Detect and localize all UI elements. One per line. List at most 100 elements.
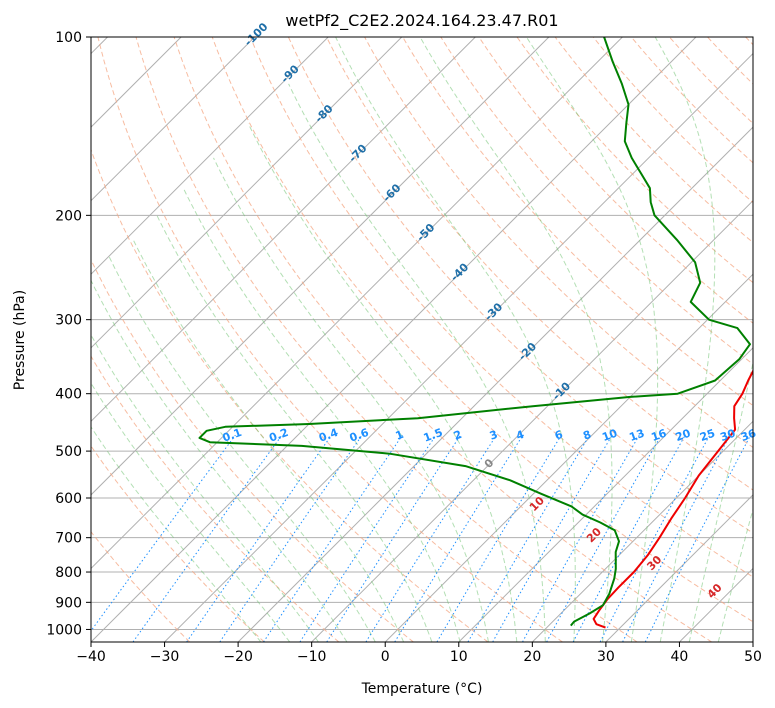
moist-adiabat-line: [419, 37, 613, 642]
mixing-ratio-label: 25: [698, 427, 717, 444]
dry-adiabat-line: [91, 531, 191, 642]
y-tick-label: 800: [55, 565, 82, 581]
isotherm-line: [311, 199, 753, 642]
moist-adiabat-line: [247, 123, 518, 642]
isotherm-line: [679, 567, 753, 642]
mixing-ratio-line: [467, 434, 591, 642]
mixing-ratio-label: 30: [718, 426, 737, 444]
mixing-ratio-line: [219, 434, 363, 642]
mixing-ratio-line: [492, 434, 613, 642]
mixing-ratio-line: [572, 434, 686, 642]
x-tick-label: 50: [744, 649, 762, 665]
dry-adiabat-line: [478, 37, 753, 324]
temperature-profile-line: [592, 368, 753, 629]
isotherm-line: [91, 37, 550, 496]
mixing-ratio-label: 1: [394, 428, 406, 443]
dry-adiabat-line: [668, 37, 753, 125]
mixing-ratio-line: [522, 434, 640, 642]
dewpoint-profile-line: [198, 37, 751, 627]
x-tick-label: 40: [671, 649, 689, 665]
y-tick-label: 100: [55, 30, 82, 46]
dry-adiabat-line: [364, 37, 753, 449]
background-grid: [91, 37, 753, 642]
x-tick-label: −10: [297, 649, 327, 665]
x-tick-label: −30: [150, 649, 180, 665]
y-axis-label: Pressure (hPa): [12, 290, 28, 390]
mixing-ratio-line: [132, 434, 283, 642]
isotherm-line: [91, 37, 329, 275]
dry-adiabat-line: [706, 37, 753, 85]
mixing-ratio-line: [546, 434, 662, 642]
x-tick-label: 30: [597, 649, 615, 665]
dry-adiabat-line: [287, 37, 753, 534]
moist-adiabat-line: [288, 83, 546, 642]
dry-adiabat-label: -80: [312, 102, 335, 125]
isotherm-line: [91, 37, 256, 202]
moist-adiabat-line: [132, 239, 405, 642]
y-tick-label: 600: [55, 491, 82, 507]
mixing-ratio-line: [263, 434, 403, 642]
mixing-ratio-label: 0.4: [317, 426, 340, 445]
isotherm-line: [91, 37, 697, 642]
plot-frame: [90, 36, 754, 643]
mixing-ratio-label: 1.5: [422, 426, 445, 445]
isotherm-line: [237, 126, 753, 642]
dry-adiabat-label: -20: [516, 340, 539, 363]
x-tick-label: −20: [223, 649, 253, 665]
dry-adiabat-label: -40: [448, 260, 471, 283]
mixing-ratio-label: 0.2: [267, 426, 290, 445]
dry-adiabat-line: [402, 37, 753, 407]
y-tick-label: 500: [55, 444, 82, 460]
mixing-ratio-label: 4: [514, 428, 526, 443]
dry-adiabat-line: [325, 37, 753, 491]
moist-adiabat-label: 40: [705, 581, 725, 601]
reference-lines: [91, 24, 775, 642]
moist-adiabat-line: [108, 256, 376, 642]
moist-adiabat-line: [91, 382, 291, 642]
mixing-ratio-line: [644, 434, 752, 642]
mixing-ratio-label: 10: [600, 426, 619, 444]
x-tick-label: −40: [76, 649, 106, 665]
mixing-ratio-label: 16: [649, 426, 668, 444]
moist-adiabat-label: 0: [482, 456, 497, 471]
isotherm-line: [91, 37, 403, 349]
dry-adiabat-label: -60: [380, 181, 403, 204]
mixing-ratio-line: [91, 434, 236, 632]
dry-adiabat-line: [771, 24, 775, 642]
moist-adiabat-line: [213, 157, 489, 642]
moist-adiabat-line: [91, 426, 262, 642]
mixing-ratio-line: [186, 434, 332, 642]
x-axis-label: Temperature (°C): [361, 681, 483, 697]
y-tick-label: 200: [55, 208, 82, 224]
mixing-ratio-label: 0.1: [221, 426, 244, 445]
isotherm-line: [531, 420, 753, 642]
mixing-ratio-line: [326, 434, 461, 642]
mixing-ratio-line: [622, 434, 731, 642]
x-tick-label: 0: [381, 649, 390, 665]
mixing-ratio-label: 13: [627, 427, 646, 444]
mixing-ratio-label: 6: [553, 428, 565, 443]
isotherm-line: [91, 37, 623, 570]
mixing-ratio-label: 3: [488, 428, 500, 443]
mixing-ratio-line: [365, 434, 497, 642]
dry-adiabat-line: [135, 37, 638, 642]
moist-adiabat-line: [91, 279, 348, 642]
mixing-ratio-line: [436, 434, 562, 642]
moist-adiabat-line: [688, 360, 753, 642]
mixing-ratio-label: 2: [452, 428, 464, 443]
dry-adiabat-line: [173, 37, 713, 642]
dry-adiabat-label: -70: [346, 142, 369, 165]
chart-title: wetPf2_C2E2.2024.164.23.47.R01: [285, 11, 558, 31]
moist-adiabat-line: [156, 215, 433, 642]
moist-adiabat-line: [654, 37, 716, 642]
dry-adiabat-label: -50: [414, 221, 437, 244]
isotherm-line: [605, 494, 753, 642]
dry-adiabat-line: [249, 37, 753, 578]
dry-adiabat-line: [592, 37, 753, 204]
moist-adiabat-line: [91, 333, 319, 642]
y-tick-label: 400: [55, 387, 82, 403]
dry-adiabat-label: -10: [550, 379, 573, 402]
moist-adiabat-label: 20: [584, 525, 604, 545]
moist-adiabat-line: [525, 37, 659, 642]
